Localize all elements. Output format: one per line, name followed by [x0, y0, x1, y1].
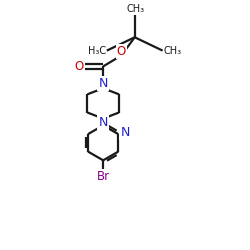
Text: N: N — [98, 77, 108, 90]
Text: H₃C: H₃C — [88, 46, 106, 56]
Text: O: O — [117, 45, 126, 58]
Text: CH₃: CH₃ — [126, 4, 144, 14]
Text: CH₃: CH₃ — [164, 46, 182, 56]
Text: N: N — [120, 126, 130, 140]
Text: Br: Br — [96, 170, 110, 182]
Text: O: O — [74, 60, 84, 73]
Text: N: N — [98, 116, 108, 130]
